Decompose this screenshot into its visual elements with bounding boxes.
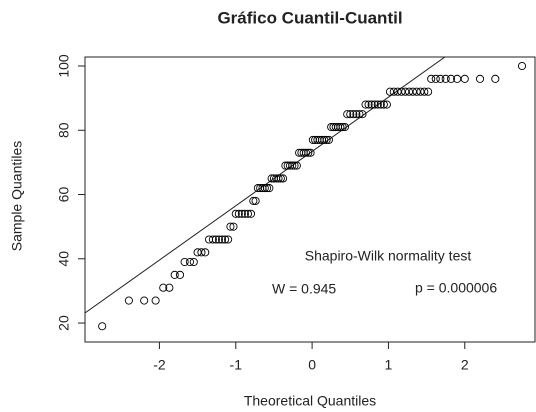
point (358, 110, 367, 119)
point (263, 184, 272, 193)
point (217, 235, 227, 244)
x-tick-label: 1 (385, 357, 393, 373)
point (151, 296, 160, 305)
point (234, 209, 243, 218)
point (292, 161, 301, 170)
y-tick-label: 100 (56, 54, 72, 78)
point (361, 100, 370, 109)
point (420, 87, 429, 96)
point (370, 100, 379, 109)
point (424, 87, 433, 96)
point (240, 209, 249, 218)
point (376, 100, 385, 109)
point (165, 283, 174, 292)
point (446, 74, 456, 83)
y-tick-label: 40 (56, 251, 72, 267)
point (265, 184, 274, 193)
point (475, 74, 485, 83)
point (189, 257, 198, 267)
point (320, 135, 329, 144)
point (460, 74, 469, 83)
point (290, 161, 299, 170)
point (251, 196, 260, 205)
point (224, 235, 233, 244)
point (355, 110, 364, 119)
point (379, 100, 388, 109)
point (237, 209, 246, 218)
point (336, 122, 345, 132)
point (185, 257, 195, 267)
point (249, 196, 258, 205)
point (180, 257, 189, 267)
point (221, 235, 230, 244)
point (441, 74, 450, 83)
point (159, 283, 168, 292)
x-tick-label: 2 (461, 357, 469, 373)
plot-box (84, 56, 536, 343)
point (349, 110, 358, 119)
point (338, 122, 347, 132)
point (301, 148, 311, 157)
y-tick-label: 20 (56, 315, 72, 331)
point (427, 74, 436, 83)
chart-title: Gráfico Cuantil-Cuantil (217, 8, 402, 27)
x-tick-label: -2 (153, 357, 166, 373)
point (364, 100, 373, 109)
point (306, 148, 315, 157)
x-tick-label: -1 (230, 357, 243, 373)
point (367, 100, 376, 109)
point (260, 184, 269, 193)
annotation: Shapiro-Wilk normality test (305, 248, 472, 264)
annotation: W = 0.945 (272, 281, 336, 297)
point (382, 100, 391, 109)
point (226, 222, 235, 231)
point (304, 148, 313, 157)
point (201, 248, 210, 257)
point (276, 174, 285, 183)
point (279, 174, 288, 183)
point (175, 270, 185, 279)
point (431, 74, 440, 83)
point (197, 248, 206, 257)
y-tick-label: 80 (56, 122, 72, 138)
annotation: p = 0.000006 (415, 280, 497, 296)
point (517, 61, 527, 71)
point (274, 174, 283, 183)
x-axis-label: Theoretical Quantiles (244, 393, 376, 409)
point (208, 235, 217, 244)
point (288, 161, 297, 170)
point (346, 110, 355, 119)
point (324, 135, 333, 144)
point (229, 222, 238, 231)
point (243, 209, 253, 218)
point (352, 110, 361, 119)
point (322, 135, 331, 144)
y-tick-label: 60 (56, 187, 72, 203)
point (246, 209, 256, 218)
point (214, 235, 224, 244)
point (98, 322, 107, 331)
point (231, 209, 240, 218)
point (340, 122, 349, 132)
x-tick-label: 0 (308, 357, 316, 373)
y-axis-label: Sample Quantiles (9, 141, 25, 252)
point (436, 74, 445, 83)
point (373, 100, 382, 109)
point (124, 296, 133, 305)
point (343, 110, 352, 119)
point (140, 296, 149, 305)
point (491, 74, 500, 83)
point (211, 235, 220, 244)
point (170, 270, 179, 279)
